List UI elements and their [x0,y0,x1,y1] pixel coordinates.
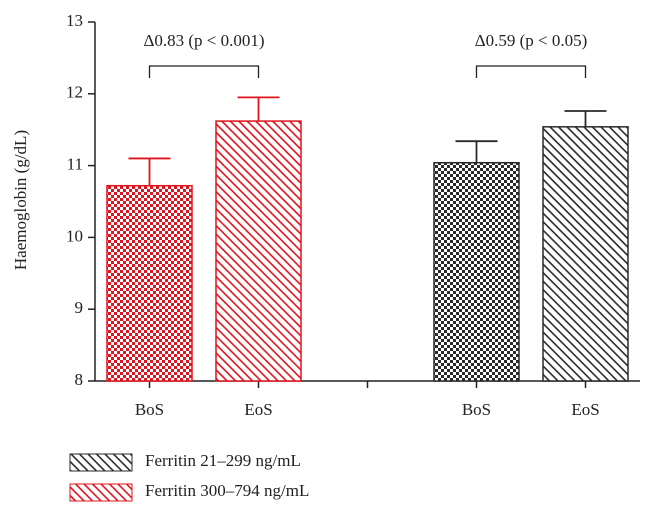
legend-label: Ferritin 21–299 ng/mL [145,451,301,470]
bar [433,161,520,382]
x-tick-label: BoS [135,400,164,419]
y-tick-label: 8 [75,370,84,389]
legend-swatch [69,453,133,472]
x-tick-label: EoS [571,400,599,419]
legend-label: Ferritin 300–794 ng/mL [145,481,309,500]
annotation: Δ0.83 (p < 0.001) [143,31,264,50]
y-tick-label: 10 [66,226,83,245]
legend-swatch [69,483,133,502]
y-tick-label: 11 [67,155,83,174]
bracket [148,65,260,78]
annotation: Δ0.59 (p < 0.05) [475,31,588,50]
x-tick-label: BoS [462,400,491,419]
bracket [475,65,587,78]
y-tick-label: 9 [75,298,84,317]
y-axis-label: Haemoglobin (g/dL) [11,130,30,270]
bar [542,126,629,382]
bar [106,184,193,382]
y-tick-label: 12 [66,83,83,102]
y-tick-label: 13 [66,11,83,30]
bar [215,120,302,382]
x-tick-label: EoS [244,400,272,419]
